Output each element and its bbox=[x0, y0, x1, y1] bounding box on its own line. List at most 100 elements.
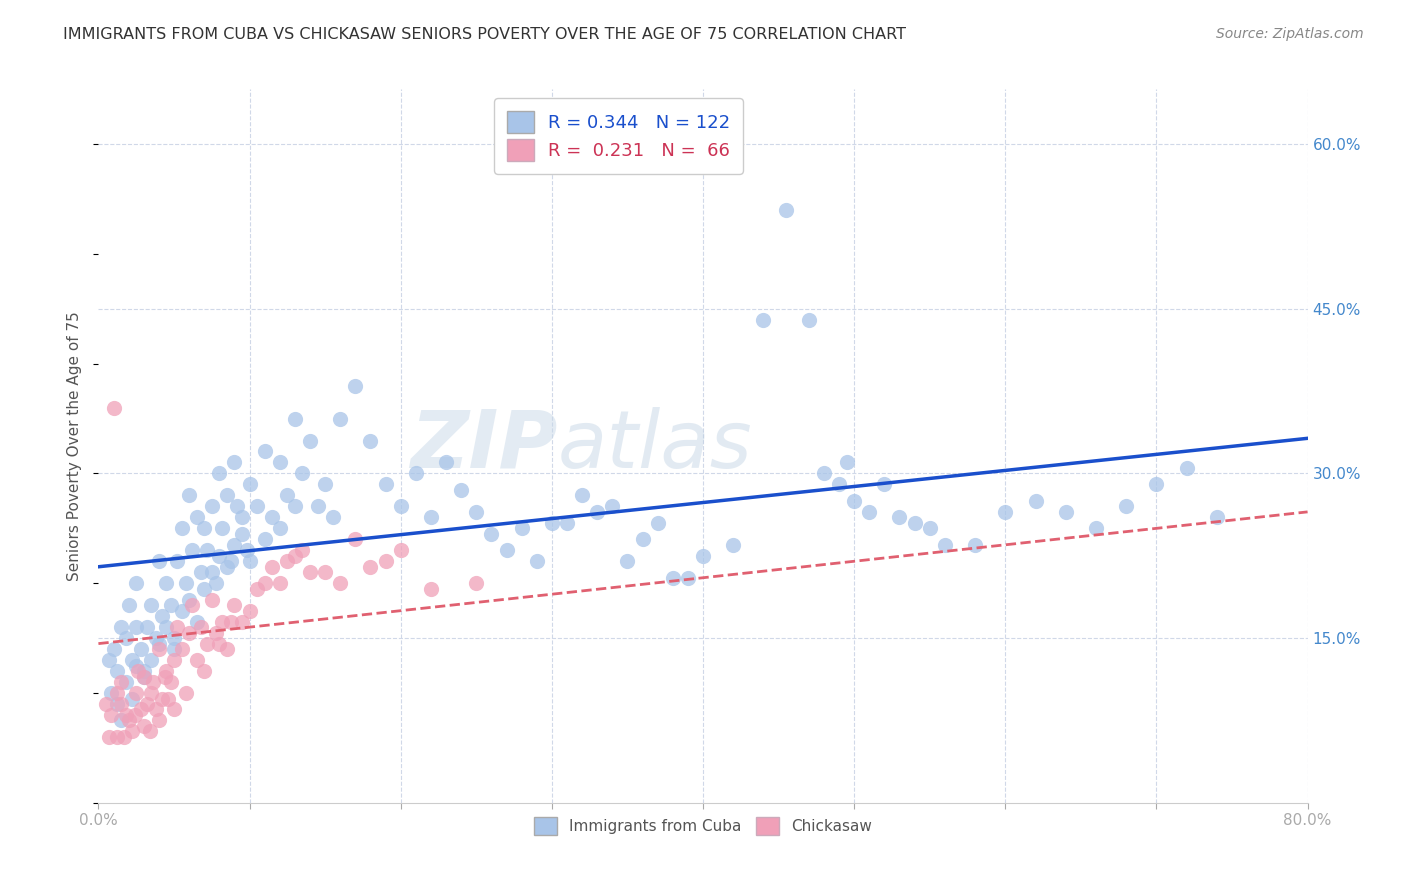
Point bbox=[276, 554, 298, 568]
Point bbox=[125, 620, 148, 634]
Point bbox=[145, 702, 167, 716]
Point bbox=[360, 559, 382, 574]
Point bbox=[299, 434, 322, 448]
Point bbox=[291, 467, 314, 481]
Point bbox=[239, 604, 262, 618]
Point bbox=[121, 724, 143, 739]
Point bbox=[205, 625, 228, 640]
Point bbox=[181, 598, 204, 612]
Point bbox=[1144, 477, 1167, 491]
Point bbox=[1085, 521, 1108, 535]
Point bbox=[434, 455, 457, 469]
Point bbox=[135, 620, 157, 634]
Point bbox=[215, 559, 238, 574]
Point bbox=[181, 543, 204, 558]
Point bbox=[1115, 500, 1137, 514]
Y-axis label: Seniors Poverty Over the Age of 75: Seniors Poverty Over the Age of 75 bbox=[67, 311, 83, 581]
Point bbox=[124, 708, 146, 723]
Point bbox=[110, 620, 132, 634]
Point bbox=[201, 592, 224, 607]
Point bbox=[360, 434, 382, 448]
Point bbox=[221, 615, 243, 629]
Point bbox=[103, 642, 125, 657]
Point bbox=[186, 510, 208, 524]
Point bbox=[540, 516, 562, 530]
Point bbox=[114, 631, 136, 645]
Point bbox=[163, 642, 186, 657]
Point bbox=[195, 637, 218, 651]
Point bbox=[139, 724, 162, 739]
Point bbox=[526, 554, 548, 568]
Point bbox=[163, 631, 186, 645]
Point bbox=[150, 609, 173, 624]
Point bbox=[215, 642, 238, 657]
Point bbox=[239, 554, 262, 568]
Text: IMMIGRANTS FROM CUBA VS CHICKASAW SENIORS POVERTY OVER THE AGE OF 75 CORRELATION: IMMIGRANTS FROM CUBA VS CHICKASAW SENIOR… bbox=[63, 27, 907, 42]
Point bbox=[676, 571, 699, 585]
Point bbox=[224, 455, 246, 469]
Point bbox=[934, 538, 956, 552]
Point bbox=[284, 411, 307, 425]
Point bbox=[155, 664, 177, 678]
Point bbox=[208, 467, 231, 481]
Point bbox=[121, 653, 143, 667]
Point bbox=[148, 637, 170, 651]
Point bbox=[374, 477, 396, 491]
Point bbox=[118, 714, 141, 728]
Point bbox=[208, 637, 231, 651]
Point bbox=[389, 500, 412, 514]
Point bbox=[235, 543, 257, 558]
Point bbox=[193, 521, 215, 535]
Point bbox=[481, 526, 503, 541]
Point bbox=[307, 500, 329, 514]
Point bbox=[118, 598, 141, 612]
Point bbox=[752, 312, 775, 326]
Point bbox=[465, 505, 488, 519]
Point bbox=[132, 669, 155, 683]
Point bbox=[125, 658, 148, 673]
Point bbox=[105, 730, 128, 744]
Point bbox=[100, 708, 122, 723]
Point bbox=[121, 691, 143, 706]
Point bbox=[215, 488, 238, 502]
Point bbox=[647, 516, 669, 530]
Point bbox=[125, 576, 148, 591]
Point bbox=[495, 543, 517, 558]
Point bbox=[193, 582, 215, 596]
Point bbox=[193, 664, 215, 678]
Point bbox=[344, 378, 367, 392]
Point bbox=[179, 592, 201, 607]
Point bbox=[135, 697, 157, 711]
Point bbox=[160, 675, 183, 690]
Point bbox=[201, 566, 224, 580]
Point bbox=[420, 582, 443, 596]
Point bbox=[141, 653, 163, 667]
Point bbox=[186, 653, 208, 667]
Point bbox=[127, 664, 149, 678]
Point bbox=[174, 576, 197, 591]
Point bbox=[276, 488, 298, 502]
Point bbox=[195, 543, 218, 558]
Point bbox=[150, 691, 173, 706]
Point bbox=[190, 566, 212, 580]
Point bbox=[844, 494, 866, 508]
Legend: Immigrants from Cuba, Chickasaw: Immigrants from Cuba, Chickasaw bbox=[527, 811, 879, 841]
Point bbox=[205, 576, 228, 591]
Point bbox=[103, 401, 125, 415]
Point bbox=[692, 549, 714, 563]
Point bbox=[420, 510, 443, 524]
Point bbox=[965, 538, 987, 552]
Point bbox=[723, 538, 745, 552]
Point bbox=[129, 702, 152, 716]
Point bbox=[239, 477, 262, 491]
Point bbox=[141, 598, 163, 612]
Point bbox=[797, 312, 820, 326]
Point bbox=[224, 598, 246, 612]
Point bbox=[510, 521, 533, 535]
Point bbox=[269, 576, 291, 591]
Point bbox=[329, 576, 352, 591]
Point bbox=[269, 455, 291, 469]
Point bbox=[344, 533, 367, 547]
Point bbox=[105, 697, 128, 711]
Point bbox=[105, 664, 128, 678]
